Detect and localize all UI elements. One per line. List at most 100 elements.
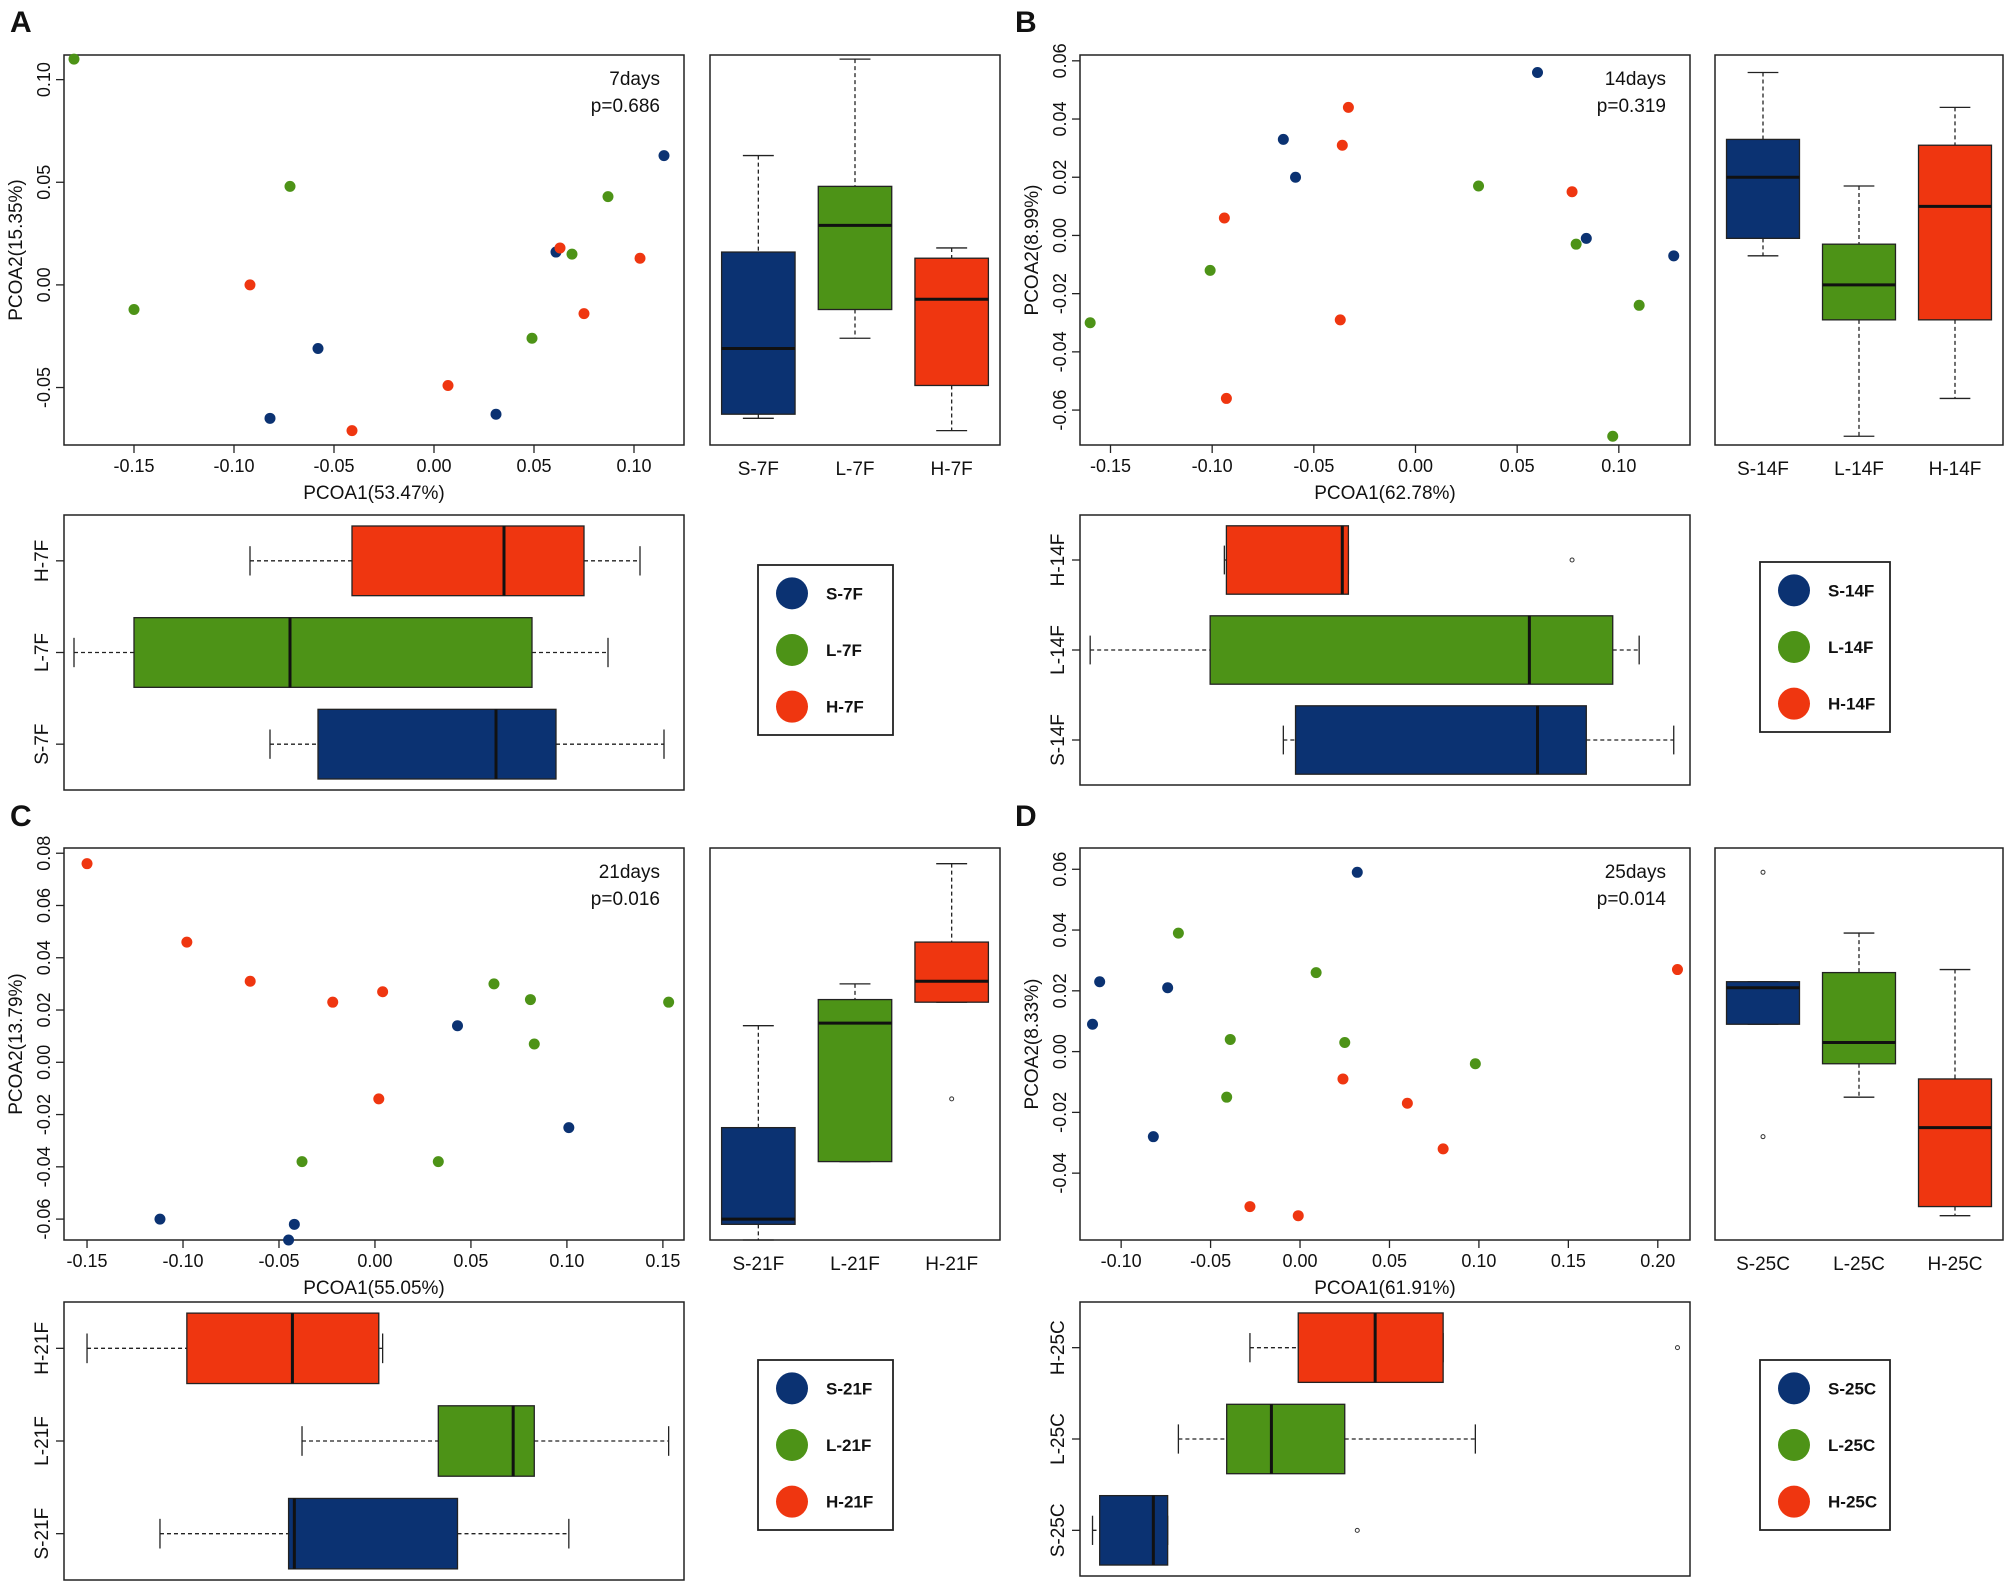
hbox-category-label: S-21F	[32, 1508, 53, 1560]
vbox-category-label: L-7F	[835, 459, 874, 480]
scatter-point-l-14f	[1473, 180, 1485, 192]
scatter-point-h-25c	[1337, 1073, 1349, 1085]
x-tick-label: 0.10	[549, 1251, 584, 1271]
scatter-point-l-25c	[1310, 967, 1322, 979]
legend-label: S-25C	[1828, 1379, 1876, 1398]
vbox-category-label: L-14F	[1834, 459, 1884, 480]
x-tick-label: 0.10	[616, 456, 651, 476]
x-tick-label: -0.05	[1293, 456, 1334, 476]
x-tick-label: -0.05	[313, 456, 354, 476]
box-s-21f	[720, 1126, 796, 1225]
x-axis-label: PCOA1(55.05%)	[303, 1278, 445, 1299]
x-axis-label: PCOA1(61.91%)	[1314, 1278, 1456, 1299]
legend-label: L-21F	[826, 1436, 871, 1455]
scatter-point-s-21f	[283, 1234, 295, 1246]
hbox-category-label: L-21F	[32, 1416, 53, 1466]
annotation-text: 21days	[599, 862, 660, 883]
x-tick-label: 0.10	[1601, 456, 1636, 476]
y-tick-label: 0.06	[34, 888, 54, 923]
vbox-category-label: S-25C	[1736, 1254, 1790, 1275]
hbox-category-label: H-14F	[1048, 534, 1069, 587]
hbox-category-label: L-25C	[1048, 1413, 1069, 1465]
legend-swatch-l-21f	[776, 1429, 808, 1461]
y-tick-label: -0.04	[1050, 331, 1070, 372]
scatter-point-h-7f	[634, 252, 646, 264]
y-tick-label: -0.04	[34, 1146, 54, 1187]
scatter-point-s-25c	[1087, 1018, 1099, 1030]
panel-d: D -0.10 -0.05 0.00 0.05 0.10 0.15 0.20 -0.04 -0.0…	[1015, 800, 2004, 1577]
scatter-point-s-7f	[312, 343, 324, 355]
hbox-category-label: S-14F	[1048, 714, 1069, 766]
y-axis-label: PCOA2(8.33%)	[1022, 979, 1043, 1110]
box-h-14f	[1917, 144, 1993, 321]
scatter-point-l-21f	[432, 1156, 444, 1168]
vbox-frame	[1714, 54, 2004, 446]
y-tick-label: 0.00	[1050, 1034, 1070, 1069]
vbox-category-label: L-21F	[830, 1254, 880, 1275]
scatter-point-l-25c	[1221, 1091, 1233, 1103]
box-l-21f	[437, 1405, 535, 1477]
x-tick-label: -0.15	[113, 456, 154, 476]
outlier-point	[949, 1096, 955, 1102]
legend-label: H-7F	[826, 698, 864, 717]
box-h-25c	[1297, 1312, 1444, 1384]
scatter-point-l-21f	[296, 1156, 308, 1168]
legend-swatch-s-14f	[1778, 574, 1810, 607]
scatter-point-l-14f	[1607, 430, 1619, 442]
box-h-7f	[351, 525, 585, 597]
y-tick-label: -0.02	[34, 1094, 54, 1135]
scatter-point-l-25c	[1469, 1058, 1481, 1070]
vbox-frame	[709, 54, 1001, 446]
box-s-25c	[1099, 1494, 1169, 1566]
panel-b: B -0.15 -0.10 -0.05 0.00 0.05 0.10 -0.06 -0.04 -0…	[1015, 6, 2004, 786]
y-tick-label: 0.00	[34, 267, 54, 302]
scatter-point-l-7f	[526, 332, 538, 344]
legend-box	[757, 564, 894, 736]
y-tick-label: 0.06	[1050, 852, 1070, 887]
scatter-point-l-25c	[1339, 1036, 1351, 1048]
box-s-14f	[1294, 705, 1587, 775]
hbox-category-label: S-7F	[32, 724, 53, 765]
scatter-point-h-14f	[1336, 139, 1348, 151]
legend-label: H-25C	[1828, 1493, 1877, 1512]
y-tick-label: -0.05	[34, 367, 54, 408]
hbox-category-label: L-7F	[32, 633, 53, 672]
scatter-point-h-14f	[1218, 212, 1230, 224]
y-tick-label: 0.00	[34, 1045, 54, 1080]
box-l-14f	[1821, 243, 1897, 321]
scatter-point-s-7f	[658, 150, 670, 162]
panel-letter: C	[10, 800, 32, 833]
hbox-category-label: L-14F	[1048, 625, 1069, 675]
x-tick-label: -0.10	[162, 1251, 203, 1271]
legend-label: H-14F	[1828, 695, 1875, 714]
hbox-category-label: S-25C	[1048, 1503, 1069, 1557]
x-tick-label: 0.00	[1283, 1251, 1318, 1271]
scatter-point-l-14f	[1633, 299, 1645, 311]
vbox-category-label: H-14F	[1929, 459, 1982, 480]
box-h-21f	[186, 1312, 380, 1385]
x-axis-label: PCOA1(53.47%)	[303, 483, 445, 504]
x-tick-label: 0.05	[1372, 1251, 1407, 1271]
vbox-category-label: H-25C	[1928, 1254, 1983, 1275]
scatter-point-h-21f	[81, 858, 93, 870]
scatter-point-h-7f	[346, 425, 358, 437]
scatter-point-h-21f	[244, 975, 256, 987]
hbox-category-label: H-21F	[32, 1322, 53, 1375]
annotation-text: p=0.014	[1597, 889, 1667, 910]
scatter-point-s-7f	[264, 412, 276, 424]
legend-swatch-h-7f	[776, 690, 808, 723]
y-tick-label: -0.04	[1050, 1153, 1070, 1194]
outlier-point	[1760, 1134, 1766, 1140]
y-tick-label: 0.06	[1050, 43, 1070, 78]
vbox-category-label: S-21F	[732, 1254, 784, 1275]
scatter-point-s-14f	[1290, 171, 1302, 183]
y-tick-label: 0.08	[34, 836, 54, 871]
scatter-point-l-21f	[663, 996, 675, 1008]
y-tick-label: 0.05	[34, 165, 54, 200]
y-tick-label: 0.00	[1050, 218, 1070, 253]
vbox-category-label: S-7F	[738, 459, 779, 480]
box-l-25c	[1226, 1403, 1346, 1475]
y-tick-label: -0.02	[1050, 273, 1070, 314]
scatter-point-h-25c	[1671, 964, 1683, 976]
